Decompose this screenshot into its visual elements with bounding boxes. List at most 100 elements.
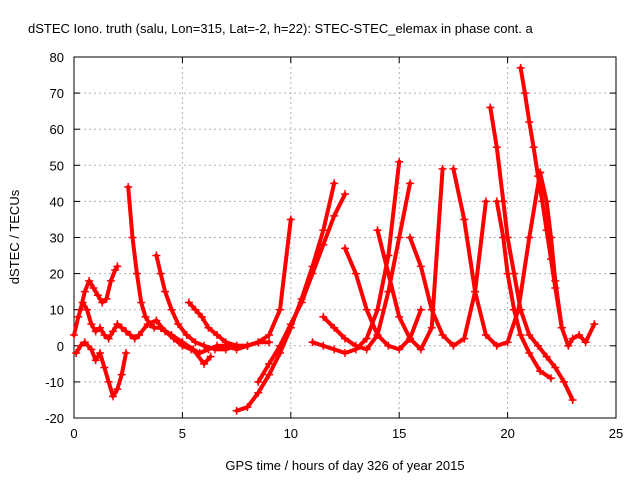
- data-point-marker: [559, 377, 568, 386]
- series-line: [256, 192, 347, 384]
- data-point-marker: [503, 338, 512, 347]
- data-point-marker: [362, 334, 371, 343]
- data-point-marker: [525, 233, 534, 242]
- series-line: [538, 170, 597, 348]
- data-point-marker: [449, 164, 458, 173]
- data-point-marker: [206, 352, 215, 361]
- data-point-marker: [109, 327, 118, 336]
- series-10: [319, 179, 415, 354]
- data-point-marker: [427, 323, 436, 332]
- x-tick-label: 0: [70, 426, 77, 441]
- data-point-marker: [109, 392, 118, 401]
- data-point-marker: [243, 403, 252, 412]
- data-point-marker: [191, 305, 200, 314]
- data-point-marker: [416, 345, 425, 354]
- data-point-marker: [104, 377, 113, 386]
- data-point-marker: [174, 320, 183, 329]
- x-axis-label: GPS time / hours of day 326 of year 2015: [225, 458, 464, 473]
- data-point-marker: [373, 330, 382, 339]
- data-point-marker: [529, 143, 538, 152]
- data-point-marker: [481, 197, 490, 206]
- series-line: [234, 181, 337, 413]
- data-point-marker: [182, 330, 191, 339]
- series-12: [373, 164, 447, 354]
- series-2: [72, 338, 131, 401]
- data-point-marker: [135, 330, 144, 339]
- data-point-marker: [373, 305, 382, 314]
- data-point-marker: [254, 338, 263, 347]
- data-point-marker: [510, 305, 519, 314]
- data-point-marker: [187, 345, 196, 354]
- data-point-marker: [525, 349, 534, 358]
- series-line: [451, 166, 543, 348]
- y-tick-label: 60: [50, 122, 64, 137]
- data-point-marker: [85, 276, 94, 285]
- data-point-marker: [275, 341, 284, 350]
- data-point-marker: [341, 190, 349, 199]
- y-tick-label: 50: [50, 158, 64, 173]
- data-point-marker: [221, 345, 230, 354]
- data-point-marker: [197, 312, 206, 321]
- data-point-marker: [137, 298, 146, 307]
- data-point-marker: [416, 305, 425, 314]
- series-18: [536, 168, 599, 350]
- series-1: [76, 262, 122, 314]
- data-point-marker: [330, 179, 339, 188]
- series-line: [74, 340, 128, 399]
- data-point-marker: [492, 197, 501, 206]
- data-point-marker: [486, 103, 495, 112]
- data-point-marker: [96, 323, 105, 332]
- data-point-marker: [243, 341, 252, 350]
- data-point-marker: [395, 233, 404, 242]
- data-point-marker: [319, 240, 328, 249]
- data-point-marker: [438, 330, 447, 339]
- data-point-marker: [275, 305, 284, 314]
- data-point-marker: [373, 226, 382, 235]
- series-line: [488, 105, 575, 402]
- data-point-marker: [76, 341, 85, 350]
- data-point-marker: [74, 312, 83, 321]
- x-tick-label: 15: [392, 426, 406, 441]
- data-point-marker: [184, 298, 193, 307]
- data-point-marker: [113, 262, 122, 271]
- data-point-marker: [516, 63, 525, 72]
- data-point-marker: [104, 334, 113, 343]
- data-point-marker: [113, 385, 122, 394]
- data-point-marker: [254, 377, 263, 386]
- data-point-marker: [156, 269, 165, 278]
- data-point-marker: [536, 367, 545, 376]
- data-point-marker: [80, 338, 89, 347]
- y-tick-label: 70: [50, 86, 64, 101]
- data-point-marker: [200, 359, 209, 368]
- data-point-marker: [362, 345, 371, 354]
- data-point-marker: [520, 89, 529, 98]
- data-point-marker: [141, 312, 150, 321]
- data-point-marker: [542, 197, 551, 206]
- data-point-marker: [200, 341, 209, 350]
- data-point-marker: [590, 320, 599, 329]
- series-line: [78, 264, 120, 312]
- data-point-marker: [167, 305, 176, 314]
- data-point-marker: [126, 330, 135, 339]
- data-point-marker: [70, 330, 78, 339]
- data-point-marker: [286, 215, 295, 224]
- data-points: [70, 63, 599, 415]
- data-point-marker: [113, 320, 122, 329]
- data-point-marker: [542, 352, 551, 361]
- data-point-marker: [568, 334, 577, 343]
- data-point-marker: [427, 305, 436, 314]
- data-point-marker: [152, 251, 161, 260]
- series-8: [254, 190, 349, 386]
- series-14: [449, 164, 545, 350]
- data-point-marker: [481, 330, 490, 339]
- x-tick-label: 25: [609, 426, 623, 441]
- data-point-marker: [91, 327, 100, 336]
- data-point-marker: [93, 291, 102, 300]
- data-point-marker: [319, 226, 328, 235]
- data-point-marker: [102, 294, 111, 303]
- series-6: [184, 215, 295, 350]
- data-point-marker: [492, 341, 501, 350]
- data-point-marker: [516, 330, 525, 339]
- data-point-marker: [72, 349, 81, 358]
- data-point-marker: [384, 341, 393, 350]
